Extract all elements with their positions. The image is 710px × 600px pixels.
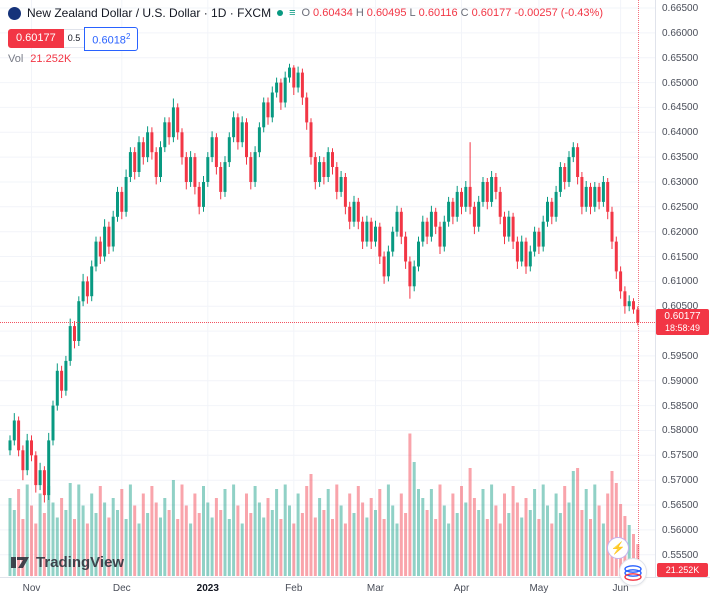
price-tick-label: 0.66000 bbox=[662, 27, 699, 39]
candlestick-chart-canvas[interactable] bbox=[0, 0, 655, 577]
last-price-label: 0.60177 18:58:49 bbox=[656, 309, 709, 335]
symbol-logo-icon bbox=[8, 6, 21, 20]
ohlc-values: O 0.60434 H 0.60495 L 0.60116 C 0.60177 … bbox=[301, 7, 603, 19]
change-value: -0.00257 (-0.43%) bbox=[514, 7, 603, 19]
time-tick-label: Jun bbox=[612, 583, 629, 594]
high-label: H bbox=[355, 7, 364, 19]
broker-panel-button[interactable] bbox=[619, 558, 647, 586]
legend: New Zealand Dollar / U.S. Dollar · 1D · … bbox=[8, 6, 603, 20]
low-value: 0.60116 bbox=[418, 7, 458, 19]
price-tick-label: 0.61500 bbox=[662, 251, 699, 263]
price-tick-label: 0.56500 bbox=[662, 500, 699, 511]
grid-layer bbox=[0, 0, 655, 577]
price-tick-label: 0.59000 bbox=[662, 375, 699, 387]
volume-value: 21.252K bbox=[30, 53, 72, 65]
price-tick-label: 0.58500 bbox=[662, 400, 699, 412]
tradingview-logo-icon bbox=[11, 557, 29, 568]
buy-button[interactable]: 0.60182 bbox=[84, 27, 139, 51]
price-tick-label: 0.64000 bbox=[662, 127, 699, 139]
open-label: O bbox=[301, 7, 311, 19]
close-value: 0.60177 bbox=[471, 7, 512, 19]
lightning-icon: ⚡ bbox=[610, 541, 626, 555]
current-bar-dotted-line bbox=[638, 0, 639, 577]
price-tick-label: 0.61000 bbox=[662, 276, 699, 288]
price-tick-label: 0.66500 bbox=[662, 3, 699, 14]
close-label: C bbox=[460, 7, 469, 19]
price-tick-label: 0.56000 bbox=[662, 524, 699, 536]
spread-value: 0.5 bbox=[63, 29, 85, 49]
time-axis[interactable]: Nov Dec 2023 Feb Mar Apr May Jun bbox=[0, 577, 710, 600]
market-status-icon bbox=[277, 10, 284, 16]
bar-countdown: 18:58:49 bbox=[664, 323, 701, 333]
price-tick-label: 0.58000 bbox=[662, 425, 699, 437]
price-tick-label: 0.62500 bbox=[662, 201, 699, 213]
time-tick-label: Mar bbox=[366, 583, 385, 594]
time-tick-label: Feb bbox=[285, 583, 303, 594]
open-value: 0.60434 bbox=[313, 7, 353, 19]
tradingview-watermark[interactable]: TradingView bbox=[10, 552, 124, 572]
time-tick-label: Dec bbox=[112, 583, 131, 594]
watermark-text: TradingView bbox=[36, 553, 125, 571]
legend-menu-icon[interactable]: ≡ bbox=[289, 6, 296, 19]
rings-icon bbox=[624, 565, 642, 581]
price-tick-label: 0.60500 bbox=[662, 301, 699, 313]
volume-label: Vol bbox=[8, 53, 24, 65]
price-tick-label: 0.65500 bbox=[662, 52, 699, 64]
price-tick-label: 0.63000 bbox=[662, 176, 699, 188]
price-tick-label: 0.65000 bbox=[662, 77, 699, 89]
time-tick-label: Apr bbox=[453, 583, 470, 594]
price-tick-label: 0.59500 bbox=[662, 350, 699, 362]
volume-axis-label: 21.252K bbox=[657, 563, 708, 577]
price-tick-label: 0.63500 bbox=[662, 152, 699, 164]
buy-sell-widget: 0.60177 0.5 0.60182 bbox=[8, 27, 139, 51]
last-price-value: 0.60177 bbox=[664, 311, 701, 322]
candles-layer bbox=[8, 63, 640, 503]
quick-trade-button[interactable]: ⚡ bbox=[607, 537, 629, 559]
price-tick-label: 0.57500 bbox=[662, 450, 699, 462]
price-tick-label: 0.55500 bbox=[662, 549, 699, 561]
price-axis[interactable]: 0.66500 0.66000 0.65500 0.65000 0.64500 0.640… bbox=[655, 0, 710, 577]
sell-button[interactable]: 0.60177 bbox=[8, 29, 64, 49]
symbol-title[interactable]: New Zealand Dollar / U.S. Dollar · 1D · … bbox=[27, 6, 272, 20]
volume-layer bbox=[8, 433, 640, 576]
price-tick-label: 0.62000 bbox=[662, 226, 699, 238]
time-tick-label: Nov bbox=[22, 583, 41, 594]
price-tick-label: 0.64500 bbox=[662, 102, 699, 114]
low-label: L bbox=[409, 7, 416, 19]
high-value: 0.60495 bbox=[366, 7, 407, 19]
time-tick-label: May bbox=[529, 583, 549, 594]
volume-legend: Vol 21.252K bbox=[8, 53, 71, 65]
last-price-dotted-line bbox=[0, 322, 655, 323]
time-tick-label: 2023 bbox=[196, 583, 219, 594]
price-tick-label: 0.57000 bbox=[662, 475, 699, 487]
